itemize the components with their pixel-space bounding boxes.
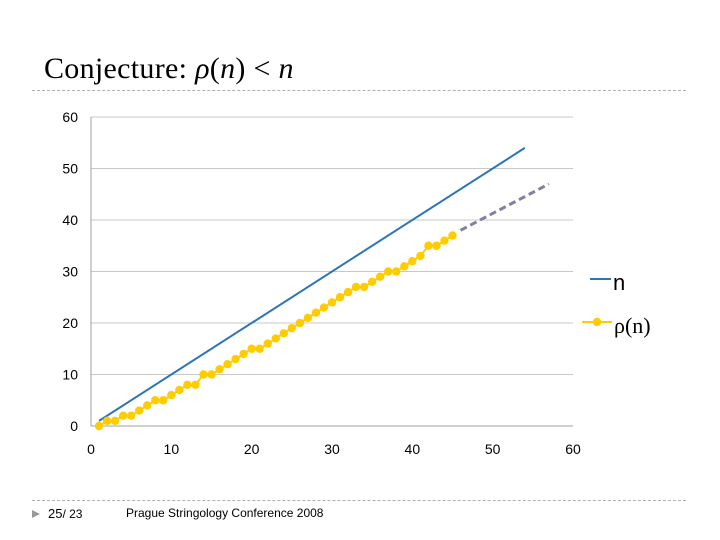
x-tick-label-4: 40 <box>405 441 421 457</box>
x-tick-label-0: 0 <box>87 441 95 457</box>
rho-point-13 <box>199 370 208 379</box>
rho-point-20 <box>255 344 264 353</box>
series-rho-line <box>98 234 454 427</box>
conference-name: Prague Stringology Conference 2008 <box>126 506 324 520</box>
title-n2: n <box>278 52 294 85</box>
rho-point-25 <box>295 318 305 328</box>
x-tick-label-3: 30 <box>324 441 340 457</box>
rho-point-15 <box>215 365 224 374</box>
rho-point-10 <box>175 385 184 395</box>
rho-point-28 <box>319 303 329 312</box>
rho-point-33 <box>359 282 369 292</box>
x-tick-label-2: 20 <box>244 441 260 457</box>
slide-title: Conjecture: ρ(n) < n <box>44 52 294 86</box>
rho-point-8 <box>159 396 168 405</box>
legend-n-label: n <box>613 270 625 295</box>
page-sep: / 23 <box>62 507 83 521</box>
title-prefix: Conjecture: <box>44 52 196 85</box>
rho-point-11 <box>183 380 192 389</box>
rho-point-19 <box>247 344 256 353</box>
rho-point-2 <box>110 416 120 426</box>
header-divider <box>32 90 686 91</box>
x-tick-label-5: 50 <box>485 441 501 457</box>
title-paren-open: ( <box>209 52 221 85</box>
rho-point-30 <box>335 293 345 302</box>
footer-arrow-icon <box>32 510 40 518</box>
rho-extrapolation-dashed <box>459 182 550 232</box>
y-tick-label-3: 30 <box>62 264 78 280</box>
y-tick-label-5: 50 <box>62 161 78 177</box>
rho-point-22 <box>271 334 280 343</box>
rho-point-34 <box>367 277 377 286</box>
rho-point-32 <box>351 282 361 292</box>
footer-divider <box>32 500 686 501</box>
y-tick-label-1: 10 <box>62 367 78 383</box>
rho-point-43 <box>440 236 449 245</box>
series-n-line <box>98 147 526 422</box>
y-tick-label-6: 60 <box>62 109 78 125</box>
y-tick-label-0: 0 <box>70 418 78 434</box>
rho-point-29 <box>327 298 337 307</box>
y-tick-label-4: 40 <box>62 212 78 228</box>
rho-point-37 <box>392 267 401 276</box>
y-tick-label-2: 20 <box>62 315 78 331</box>
x-tick-label-1: 10 <box>164 441 180 457</box>
rho-point-24 <box>287 323 297 333</box>
rho-point-12 <box>191 380 200 389</box>
page-current: 25 <box>48 506 63 521</box>
rho-point-21 <box>263 339 272 348</box>
rho-point-9 <box>167 390 176 400</box>
rho-point-35 <box>376 272 385 281</box>
title-mid: ) < <box>235 52 279 85</box>
rho-point-40 <box>416 251 425 261</box>
page-number: 25/ 23 <box>48 506 82 521</box>
legend-rho-swatch-marker <box>592 317 602 327</box>
rho-point-31 <box>343 287 353 297</box>
rho-point-18 <box>239 349 248 359</box>
title-rho: ρ <box>195 52 210 85</box>
rho-point-38 <box>400 262 409 271</box>
rho-point-17 <box>231 354 240 364</box>
title-n1: n <box>220 52 236 85</box>
rho-point-16 <box>223 360 232 369</box>
legend-rho-label: ρ(n) <box>614 313 651 338</box>
rho-point-36 <box>384 267 393 276</box>
rho-point-7 <box>151 396 160 405</box>
rho-point-42 <box>432 241 441 250</box>
rho-point-39 <box>408 257 417 266</box>
rho-point-3 <box>118 411 128 420</box>
rho-point-1 <box>102 416 112 426</box>
rho-point-26 <box>303 313 313 323</box>
rho-point-23 <box>279 329 288 338</box>
rho-point-44 <box>448 231 457 240</box>
rho-point-4 <box>126 411 136 420</box>
rho-point-14 <box>207 370 216 379</box>
rho-point-0 <box>94 421 104 431</box>
rho-point-27 <box>311 308 321 317</box>
rho-point-41 <box>424 241 433 250</box>
rho-point-6 <box>143 401 152 410</box>
rho-point-5 <box>135 406 144 415</box>
x-tick-label-6: 60 <box>565 441 581 457</box>
